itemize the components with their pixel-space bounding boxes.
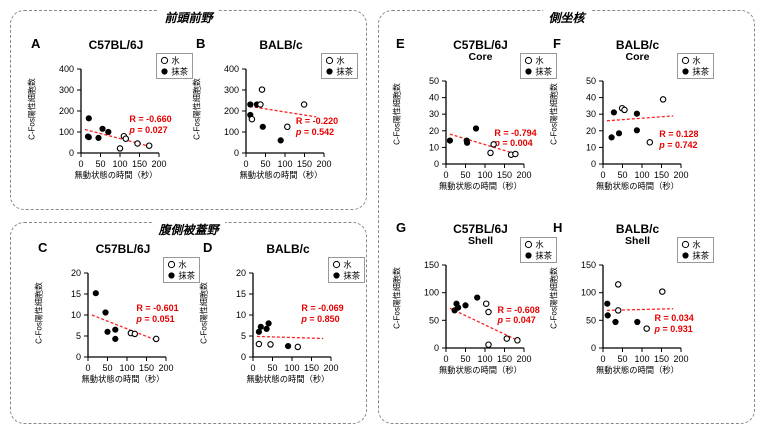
svg-text:50: 50 (102, 363, 112, 373)
svg-text:20: 20 (71, 268, 81, 278)
svg-text:10: 10 (236, 310, 246, 320)
svg-text:0: 0 (600, 354, 605, 364)
svg-text:100: 100 (477, 354, 492, 364)
svg-text:0: 0 (600, 170, 605, 180)
svg-text:20: 20 (429, 126, 439, 136)
svg-text:200: 200 (59, 106, 74, 116)
svg-text:200: 200 (516, 170, 531, 180)
svg-text:400: 400 (224, 64, 239, 74)
svg-text:0: 0 (243, 159, 248, 169)
svg-text:10: 10 (71, 310, 81, 320)
svg-text:50: 50 (617, 170, 627, 180)
svg-text:50: 50 (95, 159, 105, 169)
svg-text:0: 0 (250, 363, 255, 373)
svg-text:200: 200 (316, 159, 331, 169)
svg-text:15: 15 (71, 289, 81, 299)
svg-text:40: 40 (429, 93, 439, 103)
svg-text:200: 200 (516, 354, 531, 364)
svg-text:100: 100 (112, 159, 127, 169)
svg-text:30: 30 (586, 109, 596, 119)
svg-text:30: 30 (429, 109, 439, 119)
svg-text:5: 5 (241, 331, 246, 341)
svg-text:200: 200 (224, 106, 239, 116)
svg-text:150: 150 (304, 363, 319, 373)
svg-text:150: 150 (297, 159, 312, 169)
svg-text:0: 0 (69, 148, 74, 158)
svg-text:50: 50 (460, 354, 470, 364)
svg-text:20: 20 (586, 126, 596, 136)
svg-text:100: 100 (581, 288, 596, 298)
svg-text:0: 0 (78, 159, 83, 169)
svg-text:10: 10 (586, 142, 596, 152)
svg-text:100: 100 (277, 159, 292, 169)
svg-text:150: 150 (654, 170, 669, 180)
svg-text:50: 50 (617, 354, 627, 364)
svg-text:150: 150 (139, 363, 154, 373)
svg-text:100: 100 (477, 170, 492, 180)
svg-text:150: 150 (497, 170, 512, 180)
svg-text:200: 200 (151, 159, 166, 169)
svg-text:40: 40 (586, 93, 596, 103)
svg-text:0: 0 (234, 148, 239, 158)
svg-text:50: 50 (586, 315, 596, 325)
svg-text:0: 0 (434, 159, 439, 169)
svg-text:100: 100 (119, 363, 134, 373)
svg-text:50: 50 (460, 170, 470, 180)
svg-text:15: 15 (236, 289, 246, 299)
svg-text:150: 150 (497, 354, 512, 364)
svg-text:50: 50 (586, 76, 596, 86)
svg-text:200: 200 (323, 363, 338, 373)
svg-text:0: 0 (591, 159, 596, 169)
svg-text:150: 150 (424, 260, 439, 270)
svg-text:300: 300 (224, 85, 239, 95)
svg-text:20: 20 (236, 268, 246, 278)
svg-text:100: 100 (634, 170, 649, 180)
svg-text:200: 200 (673, 354, 688, 364)
svg-text:50: 50 (267, 363, 277, 373)
svg-text:100: 100 (59, 127, 74, 137)
svg-text:0: 0 (241, 352, 246, 362)
svg-text:0: 0 (76, 352, 81, 362)
svg-text:5: 5 (76, 331, 81, 341)
svg-text:100: 100 (284, 363, 299, 373)
svg-text:50: 50 (429, 76, 439, 86)
svg-text:100: 100 (224, 127, 239, 137)
svg-text:0: 0 (591, 343, 596, 353)
svg-text:0: 0 (443, 170, 448, 180)
svg-text:400: 400 (59, 64, 74, 74)
svg-text:150: 150 (581, 260, 596, 270)
svg-text:10: 10 (429, 142, 439, 152)
svg-text:300: 300 (59, 85, 74, 95)
svg-text:0: 0 (85, 363, 90, 373)
svg-text:200: 200 (158, 363, 173, 373)
svg-text:50: 50 (429, 315, 439, 325)
svg-text:0: 0 (443, 354, 448, 364)
svg-text:200: 200 (673, 170, 688, 180)
svg-text:150: 150 (654, 354, 669, 364)
svg-text:50: 50 (260, 159, 270, 169)
svg-text:100: 100 (424, 288, 439, 298)
svg-text:150: 150 (132, 159, 147, 169)
svg-text:100: 100 (634, 354, 649, 364)
svg-text:0: 0 (434, 343, 439, 353)
